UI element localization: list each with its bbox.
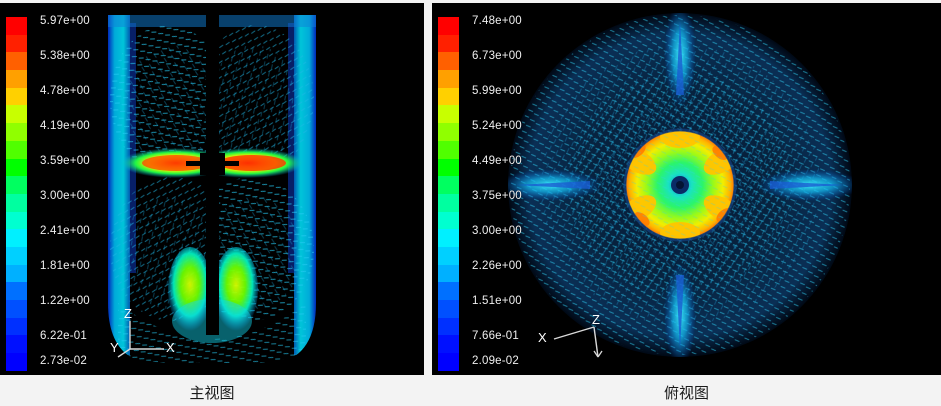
- colorbar-band: [6, 123, 27, 141]
- colorbar-band: [438, 246, 459, 265]
- vector-field-top-view: [432, 3, 941, 375]
- colorbar-band: [6, 176, 27, 194]
- colorbar-tick-6: 2.41e+00: [40, 225, 90, 237]
- colorbar-band: [438, 335, 459, 354]
- colorbar-band: [6, 140, 27, 159]
- caption-front-view: 主视图: [189, 384, 235, 402]
- colorbar-band: [438, 211, 459, 230]
- colorbar-band: [6, 52, 27, 71]
- axis-triad-top-view: X Z: [536, 313, 632, 371]
- colorbar-band: [438, 87, 459, 106]
- colorbar-band: [438, 317, 459, 336]
- colorbar-tick-5: 3.00e+00: [40, 190, 90, 202]
- colorbar-tick-3: 5.24e+00: [472, 120, 522, 132]
- colorbar-tick-8: 1.51e+00: [472, 295, 522, 307]
- axis-label-y: Y: [110, 340, 119, 355]
- colorbar-band: [438, 229, 459, 247]
- colorbar-tick-9: 7.66e-01: [472, 330, 519, 342]
- colorbar-tick-2: 5.99e+00: [472, 85, 522, 97]
- colorbar-tick-9: 6.22e-01: [40, 330, 87, 342]
- colorbar-band: [438, 193, 459, 212]
- colorbar-band: [6, 158, 27, 177]
- colorbar-band: [6, 193, 27, 212]
- axis-label-z: Z: [592, 312, 600, 327]
- colorbar-tick-10: 2.73e-02: [40, 355, 87, 367]
- colorbar-band: [438, 34, 459, 53]
- colorbar-tick-6: 3.00e+00: [472, 225, 522, 237]
- colorbar-band: [438, 70, 459, 88]
- colorbar-tick-8: 1.22e+00: [40, 295, 90, 307]
- colorbar-tick-0: 7.48e+00: [472, 15, 522, 27]
- colorbar-band: [6, 264, 27, 283]
- colorbar-band: [6, 70, 27, 88]
- colorbar-front-view: [6, 17, 27, 371]
- colorbar-top-view: [438, 17, 459, 371]
- colorbar-band: [438, 300, 459, 318]
- colorbar-tick-10: 2.09e-02: [472, 355, 519, 367]
- colorbar-tick-1: 5.38e+00: [40, 50, 90, 62]
- colorbar-band: [438, 140, 459, 159]
- colorbar-band: [6, 246, 27, 265]
- panel-front-view: 5.97e+00 5.38e+00 4.78e+00 4.19e+00 3.59…: [0, 3, 424, 375]
- colorbar-band: [438, 353, 459, 371]
- colorbar-band: [6, 300, 27, 318]
- axis-triad-front-view: Z Y X: [110, 306, 192, 363]
- colorbar-band: [438, 282, 459, 300]
- colorbar-band: [6, 17, 27, 35]
- colorbar-band: [438, 17, 459, 35]
- colorbar-band: [6, 282, 27, 300]
- axis-label-z: Z: [124, 306, 132, 321]
- colorbar-tick-7: 2.26e+00: [472, 260, 522, 272]
- colorbar-band: [6, 335, 27, 354]
- vector-field-front-view: [0, 3, 424, 375]
- colorbar-band: [438, 264, 459, 283]
- colorbar-band: [6, 229, 27, 247]
- panel-top-view: 7.48e+00 6.73e+00 5.99e+00 5.24e+00 4.49…: [432, 3, 941, 375]
- colorbar-band: [6, 105, 27, 124]
- colorbar-tick-3: 4.19e+00: [40, 120, 90, 132]
- colorbar-tick-1: 6.73e+00: [472, 50, 522, 62]
- colorbar-band: [438, 176, 459, 194]
- colorbar-labels-top-view: 7.48e+00 6.73e+00 5.99e+00 5.24e+00 4.49…: [432, 3, 941, 375]
- colorbar-band: [438, 52, 459, 71]
- colorbar-tick-4: 4.49e+00: [472, 155, 522, 167]
- colorbar-band: [438, 123, 459, 141]
- colorbar-tick-5: 3.75e+00: [472, 190, 522, 202]
- colorbar-band: [6, 34, 27, 53]
- colorbar-tick-2: 4.78e+00: [40, 85, 90, 97]
- colorbar-tick-0: 5.97e+00: [40, 15, 90, 27]
- colorbar-band: [438, 105, 459, 124]
- axis-label-x: X: [538, 330, 547, 345]
- colorbar-tick-7: 1.81e+00: [40, 260, 90, 272]
- colorbar-band: [6, 211, 27, 230]
- axis-label-x: X: [166, 340, 175, 355]
- colorbar-band: [6, 87, 27, 106]
- caption-top-view: 俯视图: [663, 384, 709, 402]
- colorbar-labels-front-view: 5.97e+00 5.38e+00 4.78e+00 4.19e+00 3.59…: [0, 3, 424, 375]
- colorbar-band: [6, 353, 27, 371]
- colorbar-band: [438, 158, 459, 177]
- colorbar-band: [6, 317, 27, 336]
- colorbar-tick-4: 3.59e+00: [40, 155, 90, 167]
